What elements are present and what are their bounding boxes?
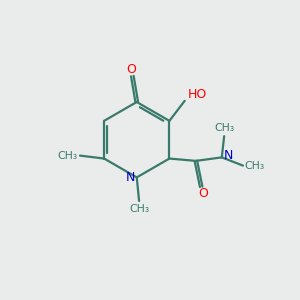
Text: N: N xyxy=(126,171,135,184)
Text: HO: HO xyxy=(188,88,207,101)
Text: CH₃: CH₃ xyxy=(214,123,234,133)
Text: N: N xyxy=(224,149,233,162)
Text: CH₃: CH₃ xyxy=(244,160,264,171)
Text: O: O xyxy=(199,187,208,200)
Text: O: O xyxy=(126,63,136,76)
Text: CH₃: CH₃ xyxy=(129,204,149,214)
Text: CH₃: CH₃ xyxy=(58,151,78,160)
